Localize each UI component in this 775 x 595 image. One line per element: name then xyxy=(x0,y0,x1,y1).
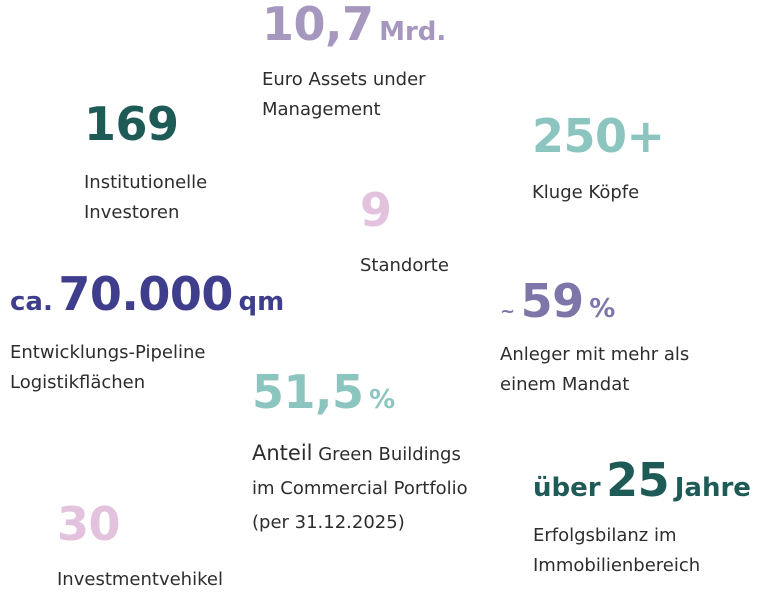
stat-figure: über 25 Jahre xyxy=(533,456,751,515)
description-line: Institutionelle xyxy=(84,168,207,198)
description-text: Immobilienbereich xyxy=(533,555,701,576)
description-line: Kluge Köpfe xyxy=(532,178,639,208)
stat-figure: 10,7 Mrd. xyxy=(262,0,446,59)
description-line: im Commercial Portfolio xyxy=(252,472,468,506)
stat-prefix: ca. xyxy=(10,287,53,317)
stat-description: Erfolgsbilanz im Immobilienbereich xyxy=(533,521,700,581)
description-text: Green Buildings xyxy=(318,444,461,465)
description-line: Entwicklungs-Pipeline xyxy=(10,338,205,368)
stat-prefix: über xyxy=(533,473,601,503)
stat-figure: 169 xyxy=(84,100,179,159)
stat-unit: qm xyxy=(238,287,285,317)
description-text: Anleger mit mehr als xyxy=(500,344,690,365)
stat-unit: Mrd. xyxy=(379,17,447,47)
description-text: einem Mandat xyxy=(500,374,630,395)
description-text: Investoren xyxy=(84,202,180,223)
stat-number: 250+ xyxy=(532,109,665,163)
stat-figure: ca. 70.000 qm xyxy=(10,270,284,329)
description-line: Immobilienbereich xyxy=(533,551,700,581)
description-line: Erfolgsbilanz im xyxy=(533,521,700,551)
description-text: Erfolgsbilanz im xyxy=(533,525,677,546)
stat-description: Institutionelle Investoren xyxy=(84,168,207,228)
description-text: (per 31.12.2025) xyxy=(252,512,405,533)
description-line: Standorte xyxy=(360,251,449,281)
stat-number: 70.000 xyxy=(58,267,233,321)
description-text: Euro Assets under xyxy=(262,69,426,90)
description-line: Anteil Green Buildings xyxy=(252,436,468,472)
stat-number: 169 xyxy=(84,97,179,151)
description-text: im Commercial Portfolio xyxy=(252,478,468,499)
stat-number: 30 xyxy=(57,497,121,551)
stat-description: Investmentvehikel xyxy=(57,565,223,595)
stat-number: 59 xyxy=(520,274,585,328)
stat-figure: 51,5 % xyxy=(252,368,395,427)
stat-description: Anteil Green Buildings im Commercial Port… xyxy=(252,436,468,540)
stat-unit: % xyxy=(589,294,616,324)
description-line: Euro Assets under xyxy=(262,65,426,95)
description-line: Logistikflächen xyxy=(10,368,205,398)
description-line: (per 31.12.2025) xyxy=(252,506,468,540)
stat-number: 51,5 xyxy=(252,365,364,419)
stat-number: 9 xyxy=(360,183,392,237)
stat-unit: % xyxy=(369,385,396,415)
stat-description: Euro Assets under Management xyxy=(262,65,426,125)
stat-figure: 9 xyxy=(360,186,392,245)
description-text: Standorte xyxy=(360,255,449,276)
description-text: Kluge Köpfe xyxy=(532,182,640,203)
description-line: Investmentvehikel xyxy=(57,565,223,595)
stat-description: Kluge Köpfe xyxy=(532,178,639,208)
stat-figure: ~ 59 % xyxy=(500,277,615,336)
stat-description: Standorte xyxy=(360,251,449,281)
stat-prefix: ~ xyxy=(500,301,516,322)
description-text: Institutionelle xyxy=(84,172,208,193)
stat-number: 10,7 xyxy=(262,0,374,51)
description-line: einem Mandat xyxy=(500,370,689,400)
description-text: Management xyxy=(262,99,381,120)
description-line: Management xyxy=(262,95,426,125)
description-lead: Anteil xyxy=(252,441,313,465)
description-text: Logistikflächen xyxy=(10,372,146,393)
stat-description: Anleger mit mehr als einem Mandat xyxy=(500,340,689,400)
description-line: Anleger mit mehr als xyxy=(500,340,689,370)
description-text: Entwicklungs-Pipeline xyxy=(10,342,206,363)
stat-unit: Jahre xyxy=(674,473,751,503)
description-line: Investoren xyxy=(84,198,207,228)
stat-figure: 30 xyxy=(57,497,121,559)
stat-description: Entwicklungs-Pipeline Logistikflächen xyxy=(10,338,205,398)
stat-number: 25 xyxy=(606,453,670,507)
stat-figure: 250+ xyxy=(532,112,665,171)
description-text: Investmentvehikel xyxy=(57,569,223,590)
